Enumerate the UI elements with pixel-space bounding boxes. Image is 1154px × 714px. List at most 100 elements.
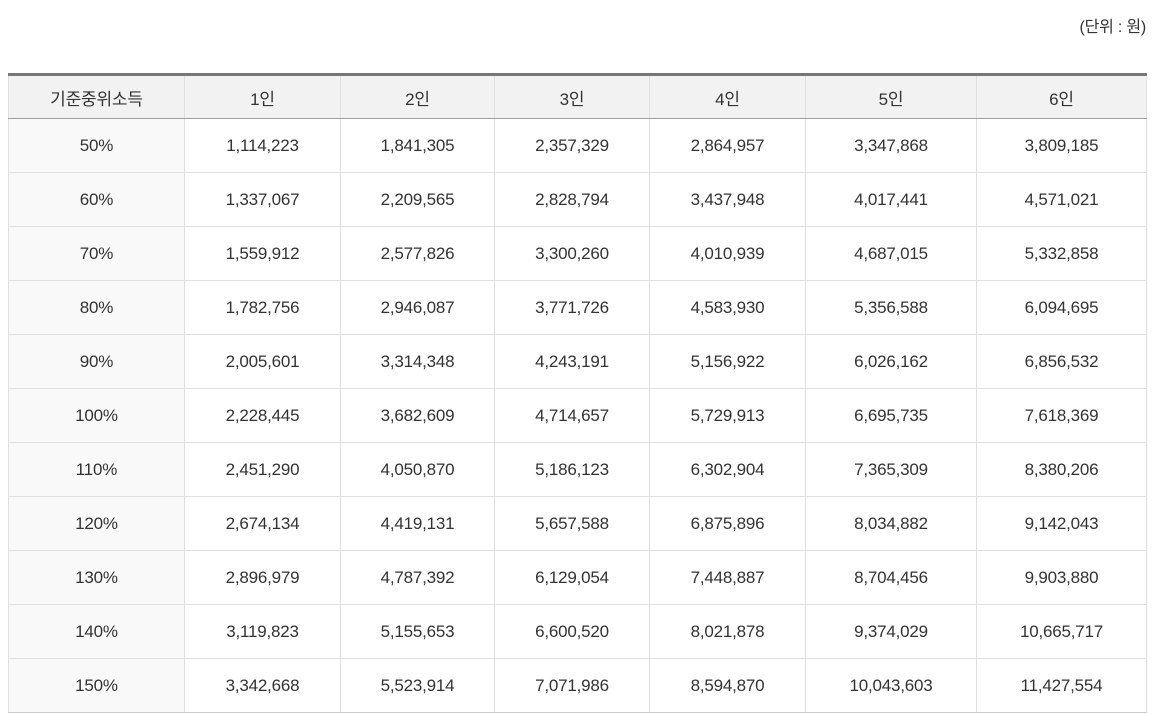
unit-label: (단위 : 원) bbox=[1079, 19, 1146, 36]
value-cell: 8,034,882 bbox=[805, 496, 977, 551]
table-row: 130% 2,896,979 4,787,392 6,129,054 7,448… bbox=[8, 550, 1147, 605]
value-cell: 3,809,185 bbox=[976, 118, 1147, 173]
value-cell: 5,356,588 bbox=[805, 280, 977, 335]
value-cell: 3,682,609 bbox=[340, 388, 495, 443]
value-cell: 5,729,913 bbox=[649, 388, 806, 443]
header-row: 기준중위소득 1인 2인 3인 4인 5인 6인 bbox=[8, 74, 1147, 119]
value-cell: 6,026,162 bbox=[805, 334, 977, 389]
value-cell: 3,300,260 bbox=[494, 226, 650, 281]
value-cell: 2,828,794 bbox=[494, 172, 650, 227]
value-cell: 5,155,653 bbox=[340, 604, 495, 659]
header-cell-6: 6인 bbox=[976, 74, 1147, 119]
value-cell: 4,050,870 bbox=[340, 442, 495, 497]
value-cell: 7,448,887 bbox=[649, 550, 806, 605]
value-cell: 8,594,870 bbox=[649, 658, 806, 713]
value-cell: 2,674,134 bbox=[184, 496, 341, 551]
table-row: 50% 1,114,223 1,841,305 2,357,329 2,864,… bbox=[8, 118, 1147, 173]
row-label-cell: 150% bbox=[8, 658, 185, 713]
value-cell: 4,714,657 bbox=[494, 388, 650, 443]
value-cell: 3,437,948 bbox=[649, 172, 806, 227]
value-cell: 1,114,223 bbox=[184, 118, 341, 173]
row-label-cell: 80% bbox=[8, 280, 185, 335]
row-label-cell: 140% bbox=[8, 604, 185, 659]
value-cell: 2,228,445 bbox=[184, 388, 341, 443]
value-cell: 9,374,029 bbox=[805, 604, 977, 659]
value-cell: 5,156,922 bbox=[649, 334, 806, 389]
value-cell: 3,314,348 bbox=[340, 334, 495, 389]
value-cell: 3,347,868 bbox=[805, 118, 977, 173]
value-cell: 1,782,756 bbox=[184, 280, 341, 335]
value-cell: 3,342,668 bbox=[184, 658, 341, 713]
value-cell: 2,946,087 bbox=[340, 280, 495, 335]
table-body: 50% 1,114,223 1,841,305 2,357,329 2,864,… bbox=[8, 118, 1147, 713]
header-cell-1: 1인 bbox=[184, 74, 341, 119]
value-cell: 7,071,986 bbox=[494, 658, 650, 713]
header-cell-5: 5인 bbox=[805, 74, 977, 119]
row-label-cell: 130% bbox=[8, 550, 185, 605]
value-cell: 2,864,957 bbox=[649, 118, 806, 173]
table-row: 150% 3,342,668 5,523,914 7,071,986 8,594… bbox=[8, 658, 1147, 713]
value-cell: 3,771,726 bbox=[494, 280, 650, 335]
value-cell: 6,129,054 bbox=[494, 550, 650, 605]
value-cell: 9,142,043 bbox=[976, 496, 1147, 551]
row-label-cell: 100% bbox=[8, 388, 185, 443]
row-label-cell: 110% bbox=[8, 442, 185, 497]
value-cell: 6,302,904 bbox=[649, 442, 806, 497]
value-cell: 8,021,878 bbox=[649, 604, 806, 659]
table-row: 60% 1,337,067 2,209,565 2,828,794 3,437,… bbox=[8, 172, 1147, 227]
value-cell: 2,005,601 bbox=[184, 334, 341, 389]
value-cell: 4,571,021 bbox=[976, 172, 1147, 227]
value-cell: 6,875,896 bbox=[649, 496, 806, 551]
row-label-cell: 120% bbox=[8, 496, 185, 551]
value-cell: 8,380,206 bbox=[976, 442, 1147, 497]
value-cell: 1,337,067 bbox=[184, 172, 341, 227]
table-row: 100% 2,228,445 3,682,609 4,714,657 5,729… bbox=[8, 388, 1147, 443]
value-cell: 6,695,735 bbox=[805, 388, 977, 443]
median-income-table: 기준중위소득 1인 2인 3인 4인 5인 6인 50% 1,114,223 1… bbox=[8, 73, 1147, 713]
value-cell: 2,451,290 bbox=[184, 442, 341, 497]
value-cell: 6,094,695 bbox=[976, 280, 1147, 335]
table-row: 120% 2,674,134 4,419,131 5,657,588 6,875… bbox=[8, 496, 1147, 551]
value-cell: 5,186,123 bbox=[494, 442, 650, 497]
table-header: 기준중위소득 1인 2인 3인 4인 5인 6인 bbox=[8, 74, 1147, 119]
value-cell: 11,427,554 bbox=[976, 658, 1147, 713]
value-cell: 3,119,823 bbox=[184, 604, 341, 659]
value-cell: 10,665,717 bbox=[976, 604, 1147, 659]
value-cell: 4,243,191 bbox=[494, 334, 650, 389]
header-cell-2: 2인 bbox=[340, 74, 495, 119]
value-cell: 2,896,979 bbox=[184, 550, 341, 605]
value-cell: 4,010,939 bbox=[649, 226, 806, 281]
value-cell: 2,209,565 bbox=[340, 172, 495, 227]
value-cell: 7,618,369 bbox=[976, 388, 1147, 443]
value-cell: 4,787,392 bbox=[340, 550, 495, 605]
value-cell: 5,657,588 bbox=[494, 496, 650, 551]
table-row: 140% 3,119,823 5,155,653 6,600,520 8,021… bbox=[8, 604, 1147, 659]
value-cell: 4,419,131 bbox=[340, 496, 495, 551]
value-cell: 4,017,441 bbox=[805, 172, 977, 227]
value-cell: 5,523,914 bbox=[340, 658, 495, 713]
value-cell: 8,704,456 bbox=[805, 550, 977, 605]
value-cell: 9,903,880 bbox=[976, 550, 1147, 605]
value-cell: 2,357,329 bbox=[494, 118, 650, 173]
table-row: 80% 1,782,756 2,946,087 3,771,726 4,583,… bbox=[8, 280, 1147, 335]
value-cell: 6,856,532 bbox=[976, 334, 1147, 389]
value-cell: 5,332,858 bbox=[976, 226, 1147, 281]
row-label-cell: 90% bbox=[8, 334, 185, 389]
value-cell: 4,583,930 bbox=[649, 280, 806, 335]
row-label-cell: 60% bbox=[8, 172, 185, 227]
header-cell-label: 기준중위소득 bbox=[8, 74, 185, 119]
row-label-cell: 70% bbox=[8, 226, 185, 281]
table-row: 90% 2,005,601 3,314,348 4,243,191 5,156,… bbox=[8, 334, 1147, 389]
value-cell: 4,687,015 bbox=[805, 226, 977, 281]
value-cell: 1,559,912 bbox=[184, 226, 341, 281]
value-cell: 7,365,309 bbox=[805, 442, 977, 497]
header-cell-4: 4인 bbox=[649, 74, 806, 119]
value-cell: 10,043,603 bbox=[805, 658, 977, 713]
header-cell-3: 3인 bbox=[494, 74, 650, 119]
value-cell: 6,600,520 bbox=[494, 604, 650, 659]
value-cell: 2,577,826 bbox=[340, 226, 495, 281]
table-row: 70% 1,559,912 2,577,826 3,300,260 4,010,… bbox=[8, 226, 1147, 281]
table-row: 110% 2,451,290 4,050,870 5,186,123 6,302… bbox=[8, 442, 1147, 497]
row-label-cell: 50% bbox=[8, 118, 185, 173]
